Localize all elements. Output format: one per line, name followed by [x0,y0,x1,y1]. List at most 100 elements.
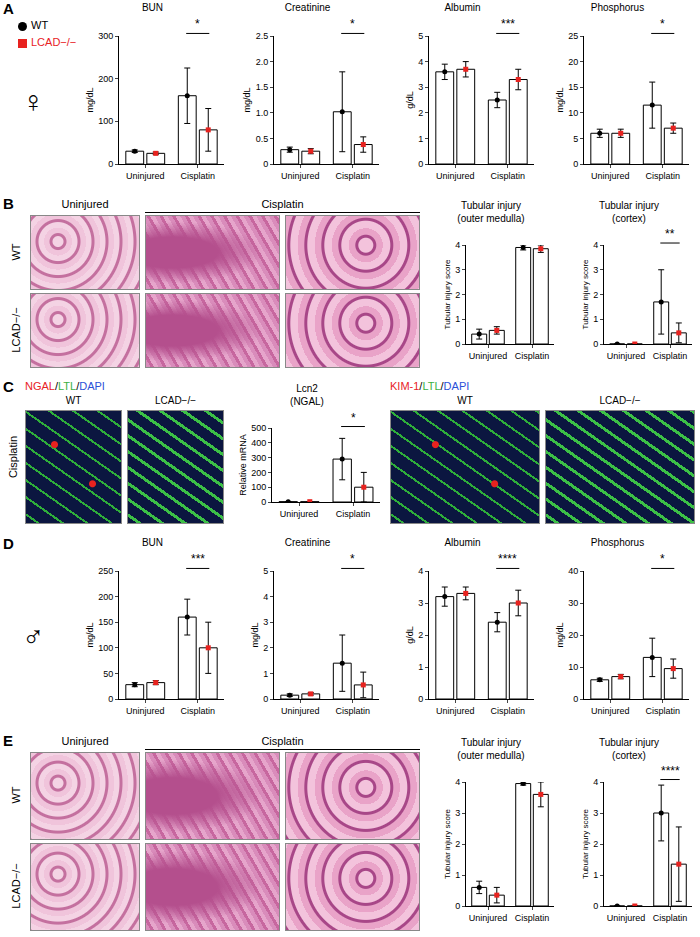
svg-text:Cisplatin: Cisplatin [180,706,215,716]
svg-text:1: 1 [263,669,268,679]
svg-text:Tubular injury score: Tubular injury score [443,259,452,330]
svg-text:Uninjured: Uninjured [591,171,630,181]
svg-text:2: 2 [418,108,423,118]
svg-text:20: 20 [568,630,578,640]
svg-text:Uninjured: Uninjured [607,913,646,923]
svg-text:1: 1 [418,134,423,144]
svg-text:100: 100 [251,482,266,492]
svg-text:30: 30 [568,598,578,608]
svg-text:mg/dL: mg/dL [555,87,565,112]
svg-text:Uninjured: Uninjured [591,706,630,716]
svg-text:*: * [350,17,355,31]
svg-text:5: 5 [573,134,578,144]
svg-text:Cisplatin: Cisplatin [490,171,525,181]
svg-text:Uninjured: Uninjured [280,509,319,519]
svg-text:Uninjured: Uninjured [607,351,646,361]
svg-text:0: 0 [418,159,423,169]
svg-text:Cisplatin: Cisplatin [515,913,550,923]
svg-text:Uninjured: Uninjured [281,171,320,181]
svg-text:1: 1 [455,314,460,324]
svg-text:4: 4 [455,240,460,250]
svg-text:Relative mRNA: Relative mRNA [238,434,248,496]
svg-text:BUN: BUN [142,537,163,548]
svg-text:*: * [660,552,665,566]
svg-text:200: 200 [98,74,113,84]
svg-text:Lcn2(NGAL): Lcn2(NGAL) [290,383,324,407]
svg-text:Tubular injury score: Tubular injury score [581,808,590,879]
svg-text:mg/dL: mg/dL [85,622,95,647]
svg-text:40: 40 [568,566,578,576]
svg-text:****: **** [661,764,680,778]
svg-text:2.5: 2.5 [256,31,269,41]
svg-text:Tubular injury(outer medulla): Tubular injury(outer medulla) [457,737,524,761]
svg-text:mg/dL: mg/dL [242,87,252,112]
svg-text:5: 5 [263,566,268,576]
svg-text:100: 100 [98,643,113,653]
svg-text:4: 4 [455,777,460,787]
svg-text:Albumin: Albumin [444,537,480,548]
svg-text:Uninjured: Uninjured [126,706,165,716]
svg-text:*: * [660,17,665,31]
svg-text:200: 200 [251,468,266,478]
svg-text:2: 2 [418,630,423,640]
svg-text:4: 4 [418,57,423,67]
svg-text:0: 0 [455,901,460,911]
svg-text:Cisplatin: Cisplatin [645,706,680,716]
svg-text:5: 5 [418,31,423,41]
svg-text:****: **** [498,552,517,566]
svg-text:50: 50 [103,669,113,679]
svg-text:0: 0 [573,694,578,704]
svg-text:500: 500 [251,423,266,433]
svg-text:0: 0 [593,901,598,911]
svg-text:Tubular injury score: Tubular injury score [581,259,590,330]
svg-text:Albumin: Albumin [444,2,480,13]
svg-text:20: 20 [568,57,578,67]
svg-text:0: 0 [593,339,598,349]
svg-text:2: 2 [593,290,598,300]
svg-text:g/dL: g/dL [405,91,415,109]
svg-text:10: 10 [568,108,578,118]
svg-text:2: 2 [263,643,268,653]
svg-text:*: * [195,17,200,31]
svg-text:4: 4 [593,777,598,787]
svg-text:4: 4 [263,592,268,602]
svg-text:Uninjured: Uninjured [281,706,320,716]
svg-text:Uninjured: Uninjured [469,913,508,923]
svg-text:Cisplatin: Cisplatin [180,171,215,181]
svg-text:Cisplatin: Cisplatin [515,351,550,361]
svg-text:Phosphorus: Phosphorus [591,537,644,548]
svg-text:3: 3 [455,265,460,275]
svg-text:0: 0 [108,694,113,704]
svg-text:1: 1 [455,870,460,880]
svg-text:200: 200 [98,592,113,602]
svg-text:2.0: 2.0 [256,57,269,67]
svg-text:Uninjured: Uninjured [126,171,165,181]
svg-text:0.5: 0.5 [256,134,269,144]
svg-text:Tubular injury(outer medulla): Tubular injury(outer medulla) [457,200,524,224]
svg-text:Tubular injury(cortex): Tubular injury(cortex) [599,200,659,224]
svg-text:3: 3 [455,808,460,818]
svg-text:3: 3 [263,617,268,627]
svg-text:2: 2 [455,290,460,300]
svg-text:mg/dL: mg/dL [555,622,565,647]
svg-text:4: 4 [593,240,598,250]
svg-text:0: 0 [455,339,460,349]
svg-text:Creatinine: Creatinine [285,537,331,548]
svg-text:25: 25 [568,31,578,41]
svg-text:3: 3 [418,82,423,92]
svg-text:Tubular injury(cortex): Tubular injury(cortex) [599,737,659,761]
svg-text:Uninjured: Uninjured [436,171,475,181]
svg-text:*: * [351,411,356,425]
svg-text:0: 0 [108,159,113,169]
svg-text:1: 1 [593,870,598,880]
svg-text:Tubular injury score: Tubular injury score [443,808,452,879]
svg-text:Cisplatin: Cisplatin [335,171,370,181]
svg-text:300: 300 [98,31,113,41]
svg-text:100: 100 [98,116,113,126]
svg-text:1.5: 1.5 [256,82,269,92]
svg-text:Uninjured: Uninjured [436,706,475,716]
svg-text:300: 300 [251,453,266,463]
svg-text:400: 400 [251,438,266,448]
svg-text:150: 150 [98,617,113,627]
svg-text:4: 4 [418,566,423,576]
